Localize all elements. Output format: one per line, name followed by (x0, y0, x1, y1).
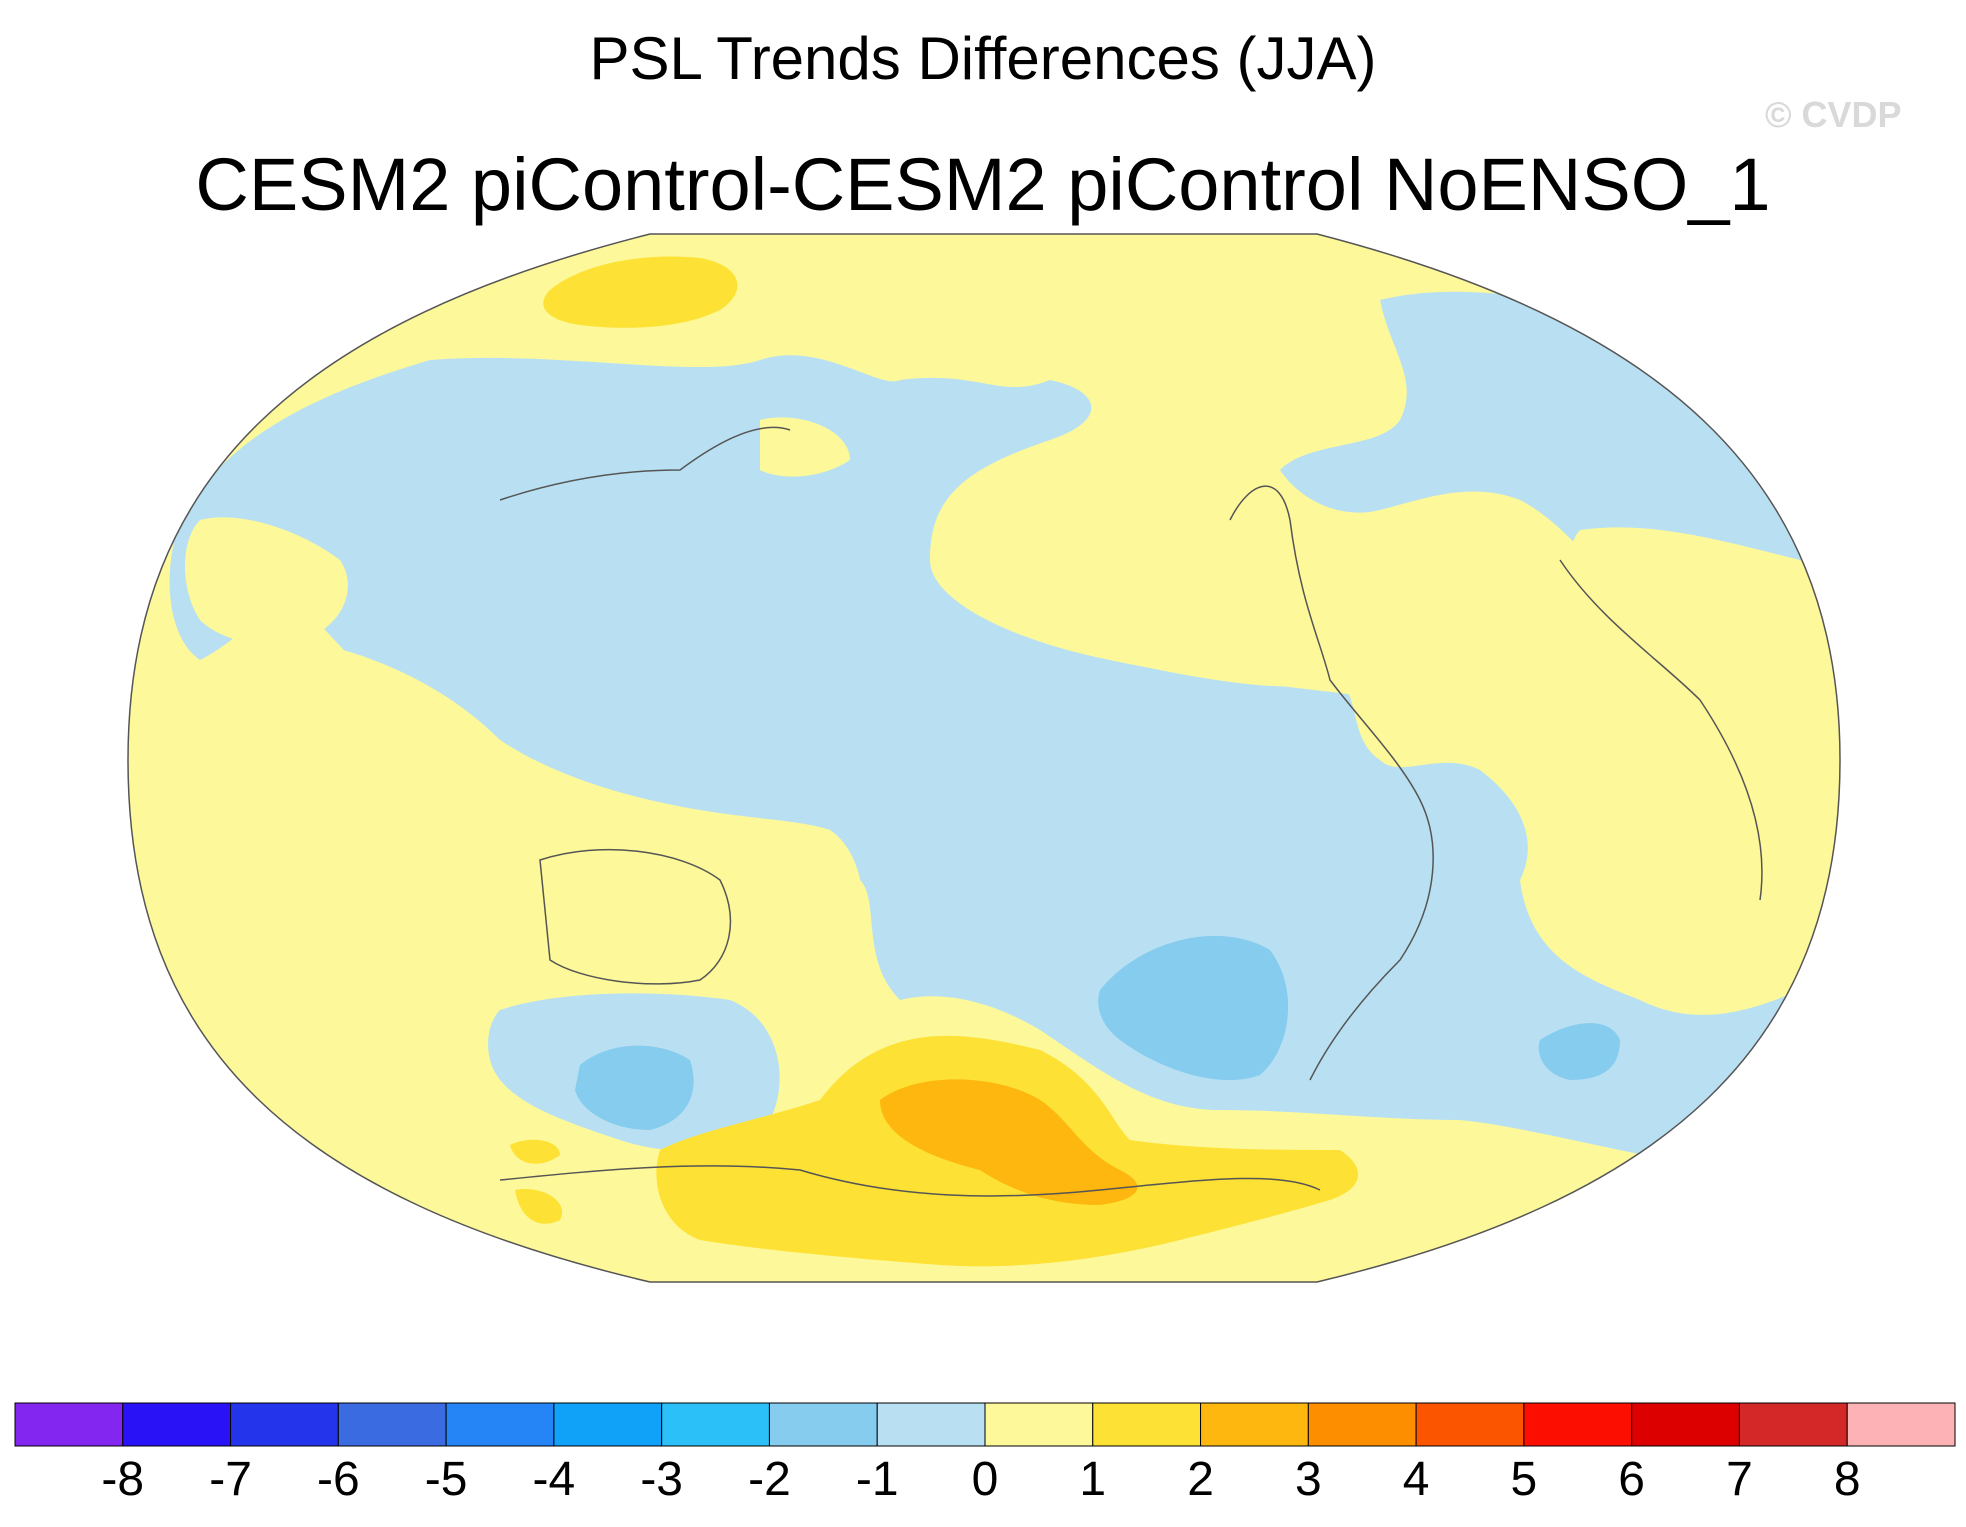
colorbar-tick-label: -5 (424, 1453, 468, 1506)
coastlines (499, 426, 1763, 1197)
colorbar-box (1415, 1402, 1525, 1447)
colorbar-tick-label: 2 (1187, 1453, 1214, 1506)
colorbar-box (876, 1402, 986, 1447)
coastline-africa (1559, 559, 1763, 901)
coastline-australia (539, 848, 732, 985)
field-neg2-neg1-southatlantic (1538, 1023, 1620, 1080)
field-yellow-westasia (185, 517, 348, 644)
colorbar-box (661, 1402, 770, 1447)
field-yellow-australia (300, 640, 900, 1040)
colorbar-box (1092, 1402, 1202, 1447)
colorbar-tick-label: 6 (1618, 1453, 1645, 1506)
field-neg2-neg1-southeastpacific (1098, 935, 1289, 1081)
coastline-americas (1229, 485, 1434, 1081)
field-1-2-siberia (543, 256, 738, 328)
colorbar-box (445, 1402, 555, 1447)
colorbar-box (553, 1402, 663, 1447)
colorbar-tick-label: -4 (532, 1453, 576, 1506)
colorbar-box (1846, 1402, 1956, 1447)
coastline-asia (499, 426, 791, 501)
field-yellow-africa (1512, 527, 1840, 969)
colorbar-tick-label: 5 (1510, 1453, 1538, 1506)
colorbar-box (230, 1402, 339, 1447)
coastline-antarctica (499, 1165, 1321, 1197)
colorbar-tick-label: -6 (316, 1453, 360, 1506)
field-blue-pacific (169, 355, 1840, 1180)
colorbar-tick-label: -3 (640, 1453, 683, 1506)
colorbar-tick-label: -8 (101, 1453, 145, 1506)
colorbar-box (1631, 1402, 1740, 1447)
colorbar-box (768, 1402, 878, 1447)
colorbar-tick-label: 7 (1726, 1453, 1753, 1506)
colorbar-box (14, 1402, 124, 1447)
field-1-2-small (510, 1139, 560, 1164)
cvdp-credit-watermark: © CVDP (1765, 94, 1902, 135)
colorbar-box (1307, 1402, 1417, 1447)
colorbar-box (1738, 1402, 1848, 1447)
field-neg2-neg1-indianocean (575, 1045, 694, 1130)
map-field (128, 234, 1840, 1282)
colorbar-box (984, 1402, 1094, 1447)
colorbar-tick-label: -1 (855, 1453, 899, 1506)
field-1-2-small2 (515, 1189, 562, 1224)
chart-subtitle: CESM2 piControl-CESM2 piControl NoENSO_1 (195, 143, 1771, 226)
chart-title: PSL Trends Differences (JJA) (589, 25, 1377, 92)
colorbar-tick-label: 3 (1294, 1453, 1322, 1506)
globe-outline (127, 233, 1841, 1283)
colorbar-tick-label: 1 (1079, 1453, 1107, 1506)
field-2-3-southernocean (880, 1079, 1138, 1205)
colorbar-tick-label: 0 (971, 1453, 999, 1506)
colorbar-box (122, 1402, 232, 1447)
colorbar-tick-label: -7 (209, 1453, 252, 1506)
colorbar-box (337, 1402, 447, 1447)
colorbar-box (1523, 1402, 1633, 1447)
field-yellow-kamchatka (760, 417, 850, 477)
colorbar-tick-label: 4 (1402, 1453, 1430, 1506)
colorbar-tick-label: 8 (1833, 1453, 1861, 1506)
colorbar-box (1200, 1402, 1309, 1447)
colorbar-tick-label: -2 (748, 1453, 791, 1506)
